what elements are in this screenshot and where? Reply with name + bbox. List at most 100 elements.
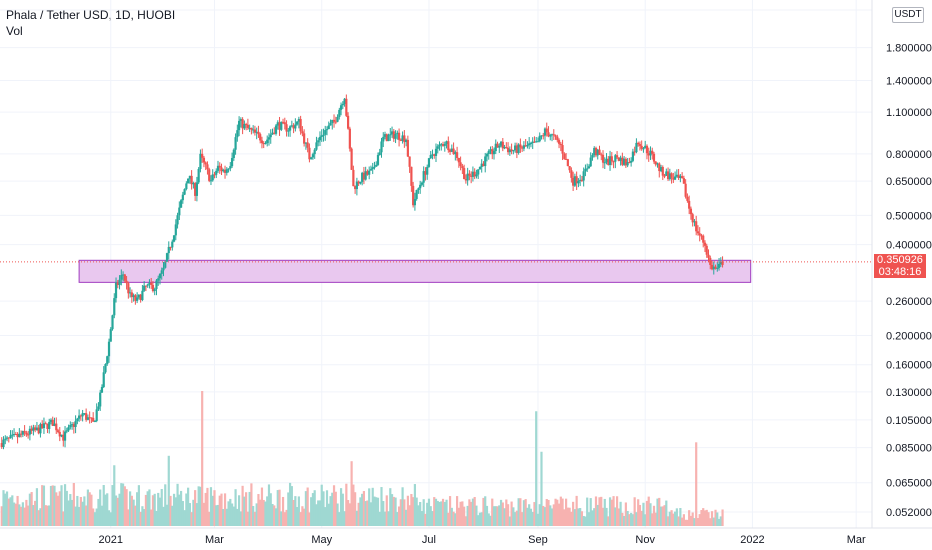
- candle-body: [23, 430, 26, 433]
- volume-bar: [396, 512, 399, 526]
- volume-bar: [195, 503, 199, 526]
- volume-bar: [434, 498, 438, 526]
- candle-body: [288, 126, 292, 131]
- candle-body: [339, 105, 343, 110]
- candle-body: [157, 278, 160, 281]
- candle-body: [69, 424, 72, 428]
- volume-bar: [468, 499, 471, 526]
- chart-legend: Phala / Tether USD, 1D, HUOBI Vol: [6, 7, 175, 39]
- volume-bar: [628, 514, 631, 526]
- volume-bar: [62, 511, 65, 526]
- candle-body: [382, 136, 385, 142]
- volume-bar: [299, 512, 302, 526]
- candle-body: [12, 434, 16, 436]
- candle-body: [564, 158, 568, 160]
- volume-bar: [69, 494, 72, 526]
- candle-body: [663, 175, 666, 177]
- volume-bar: [331, 492, 334, 526]
- candle-body: [638, 144, 642, 146]
- candle-body: [598, 149, 601, 155]
- volume-bar: [63, 484, 67, 526]
- candle-body: [652, 153, 656, 162]
- volume-bar: [248, 491, 251, 526]
- candle-body: [7, 437, 10, 439]
- candle-body: [208, 169, 211, 181]
- candle-body: [501, 141, 504, 149]
- volume-bar: [204, 492, 207, 526]
- volume-bar: [582, 515, 585, 526]
- volume-bar: [448, 496, 452, 526]
- volume-bar: [587, 512, 591, 526]
- volume-bar: [615, 496, 619, 526]
- currency-badge[interactable]: USDT: [892, 7, 924, 23]
- candle-body: [130, 292, 133, 298]
- volume-bar: [519, 498, 522, 526]
- candle-body: [250, 127, 253, 130]
- candle-body: [30, 428, 33, 431]
- volume-bar: [663, 505, 666, 526]
- candle-body: [169, 246, 172, 248]
- volume-bar: [362, 491, 366, 526]
- candle-body: [542, 135, 545, 137]
- volume-bar: [194, 490, 197, 526]
- volume-bar: [220, 493, 223, 526]
- volume-bar: [23, 507, 26, 526]
- volume-bar: [76, 495, 79, 526]
- volume-bar: [559, 496, 562, 526]
- volume-bar: [436, 500, 439, 526]
- candle-body: [665, 171, 668, 176]
- candle-body: [74, 420, 77, 427]
- volume-bar: [463, 506, 466, 526]
- y-tick-label: 0.065000: [886, 478, 932, 490]
- volume-bar: [56, 495, 60, 526]
- volume-bar: [18, 504, 21, 526]
- candle-body: [693, 221, 696, 223]
- candle-body: [531, 141, 534, 144]
- candle-body: [440, 144, 443, 146]
- candle-body: [216, 165, 220, 171]
- volume-bar: [39, 508, 42, 526]
- candle-body: [424, 171, 427, 175]
- volume-bar: [619, 501, 622, 526]
- volume-bar: [675, 508, 678, 526]
- volume-bar: [136, 492, 139, 526]
- price-axis[interactable]: 0.052000 0.065000 0.085000 0.105000 0.130000…: [886, 43, 932, 519]
- volume-bar: [702, 508, 705, 526]
- candle-body: [519, 144, 522, 148]
- volume-bar: [338, 512, 341, 526]
- volume-bar: [290, 486, 293, 526]
- candle-body: [492, 151, 496, 155]
- volume-bar: [405, 509, 408, 526]
- candle-body: [677, 174, 680, 178]
- volume-bar: [322, 491, 325, 526]
- candle-body: [608, 156, 612, 166]
- candle-body: [385, 134, 388, 142]
- volume-bar: [545, 498, 548, 526]
- volume-bar: [104, 494, 107, 526]
- candle-body: [468, 173, 471, 176]
- volume-bar: [72, 482, 75, 526]
- volume-bar: [250, 483, 253, 526]
- candle-body: [48, 421, 51, 429]
- candle-body: [155, 280, 158, 290]
- candle-body: [262, 143, 265, 145]
- candle-body: [178, 207, 181, 216]
- candle-body: [405, 139, 408, 143]
- volume-bar: [452, 511, 455, 526]
- support-zone[interactable]: [78, 259, 752, 283]
- volume-bar: [390, 494, 394, 526]
- volume-bar: [192, 499, 195, 526]
- time-axis[interactable]: 2021 Mar May Jul Sep Nov 2022 Mar: [99, 534, 866, 546]
- candle-body: [640, 145, 643, 149]
- candle-body: [192, 183, 195, 185]
- candle-body: [535, 141, 538, 143]
- volume-bar: [211, 495, 214, 526]
- candle-body: [227, 168, 230, 170]
- volume-bar: [426, 502, 429, 526]
- candle-body: [415, 189, 418, 199]
- volume-bar: [531, 511, 534, 526]
- volume-bar: [197, 486, 200, 526]
- volume-bar: [673, 511, 677, 526]
- candle-body: [37, 427, 40, 434]
